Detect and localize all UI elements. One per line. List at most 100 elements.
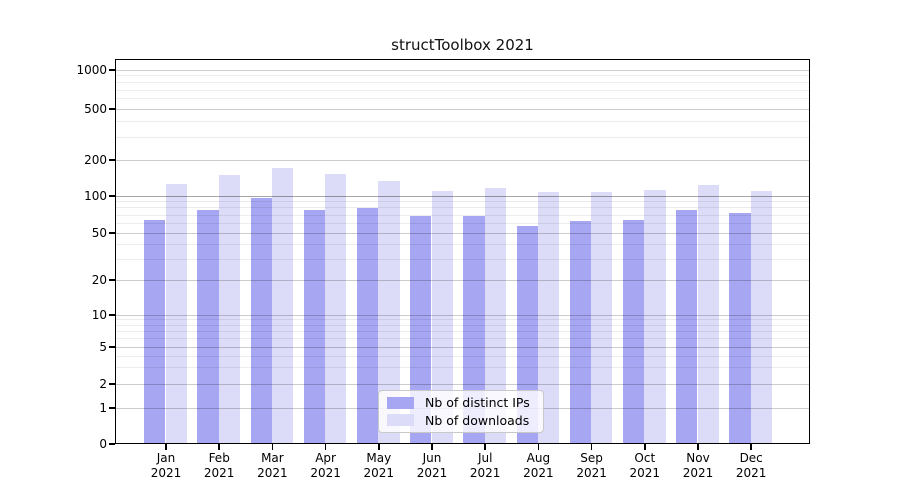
month-label: Apr — [315, 451, 336, 465]
legend-label-distinct-ips: Nb of distinct IPs — [425, 395, 530, 411]
major-gridline — [116, 383, 809, 385]
bar-downloads-nov — [697, 184, 719, 443]
bar-downloads-aug — [537, 191, 560, 443]
chart-title: structToolbox 2021 — [391, 36, 534, 54]
bar-distinct-ips-feb — [197, 209, 219, 443]
x-tick-label: Aug 2021 — [508, 451, 568, 481]
x-tick-label: Apr 2021 — [296, 451, 356, 481]
year-label: 2021 — [363, 466, 395, 480]
bar-downloads-jul — [484, 188, 506, 443]
month-label: Jul — [477, 451, 493, 465]
month-label: Jan — [156, 451, 176, 465]
bar-distinct-ips-oct — [623, 219, 645, 443]
y-tick-mark — [109, 279, 115, 281]
y-tick-label: 20 — [91, 272, 107, 287]
bar-distinct-ips-jun — [410, 215, 432, 443]
x-tick-mark — [484, 444, 486, 450]
bar-downloads-may — [378, 181, 400, 443]
minor-gridline — [116, 222, 809, 224]
year-label: 2021 — [629, 466, 661, 480]
y-tick-mark — [109, 108, 115, 110]
major-gridline — [116, 159, 809, 161]
minor-gridline — [116, 355, 809, 357]
y-tick-mark — [109, 69, 115, 71]
x-tick-mark — [697, 444, 699, 450]
year-label: 2021 — [257, 466, 288, 480]
minor-gridline — [116, 98, 809, 100]
major-gridline — [116, 195, 809, 197]
bar-downloads-oct — [644, 190, 666, 443]
month-label: Oct — [634, 451, 656, 465]
bar-distinct-ips-apr — [303, 210, 326, 443]
x-tick-label: Jan 2021 — [136, 451, 196, 481]
x-tick-mark — [165, 444, 167, 450]
major-gridline — [116, 279, 809, 281]
y-tick-mark — [109, 195, 115, 197]
y-tick-label: 2 — [99, 376, 107, 391]
x-tick-label: Nov 2021 — [668, 451, 728, 481]
y-tick-label: 50 — [91, 225, 107, 240]
y-tick-label: 10 — [91, 307, 107, 322]
year-label: 2021 — [576, 466, 607, 480]
x-tick-mark — [271, 444, 274, 450]
bar-distinct-ips-may — [357, 207, 379, 443]
bar-downloads-jan — [165, 183, 187, 443]
y-tick-label: 500 — [84, 101, 107, 116]
year-label: 2021 — [735, 466, 767, 480]
y-tick-mark — [109, 346, 115, 348]
x-tick-mark — [537, 444, 540, 450]
major-gridline — [116, 232, 809, 234]
x-tick-label: Oct 2021 — [615, 451, 675, 481]
y-tick-mark — [109, 232, 115, 234]
bar-distinct-ips-sep — [569, 221, 592, 443]
major-gridline — [116, 108, 809, 110]
x-tick-label: Jul 2021 — [455, 451, 515, 481]
x-tick-mark — [431, 444, 433, 450]
minor-gridline — [116, 75, 809, 77]
bar-downloads-mar — [271, 168, 294, 443]
bar-distinct-ips-mar — [250, 197, 272, 443]
minor-gridline — [116, 319, 809, 321]
legend-swatch-downloads — [387, 414, 414, 427]
bar-distinct-ips-aug — [516, 225, 538, 443]
month-label: Feb — [208, 451, 230, 465]
minor-gridline — [116, 258, 809, 260]
y-tick-mark — [109, 314, 115, 316]
x-tick-mark — [590, 444, 593, 450]
minor-gridline — [116, 207, 809, 209]
bar-distinct-ips-dec — [729, 212, 751, 443]
bar-downloads-feb — [218, 174, 240, 443]
month-label: Jun — [422, 451, 442, 465]
x-tick-label: Sep 2021 — [562, 451, 622, 481]
legend-label-downloads: Nb of downloads — [425, 412, 530, 428]
major-gridline — [116, 346, 809, 348]
y-tick-label: 1 — [99, 400, 107, 415]
bar-downloads-sep — [591, 191, 613, 443]
minor-gridline — [116, 330, 809, 332]
x-tick-label: Feb 2021 — [189, 451, 249, 481]
y-tick-mark — [109, 407, 115, 409]
minor-gridline — [116, 201, 809, 203]
legend: Nb of distinct IPs Nb of downloads — [378, 390, 544, 433]
year-label: 2021 — [416, 466, 448, 480]
minor-gridline — [116, 82, 809, 84]
minor-gridline — [116, 338, 809, 340]
major-gridline — [116, 314, 809, 316]
y-tick-mark — [109, 383, 115, 385]
x-tick-mark — [218, 444, 220, 450]
year-label: 2021 — [150, 466, 182, 480]
minor-gridline — [116, 214, 809, 216]
x-tick-label: Jun 2021 — [402, 451, 462, 481]
y-tick-label: 1000 — [76, 62, 107, 77]
month-label: Dec — [739, 451, 763, 465]
bar-downloads-dec — [750, 191, 772, 443]
bar-downloads-apr — [325, 173, 347, 443]
plot-area — [115, 59, 810, 444]
y-tick-label: 5 — [99, 339, 107, 354]
month-label: Nov — [686, 451, 710, 465]
legend-swatch-distinct-ips — [387, 396, 414, 409]
x-tick-mark — [750, 444, 752, 450]
minor-gridline — [116, 243, 809, 245]
y-tick-mark — [109, 159, 115, 161]
